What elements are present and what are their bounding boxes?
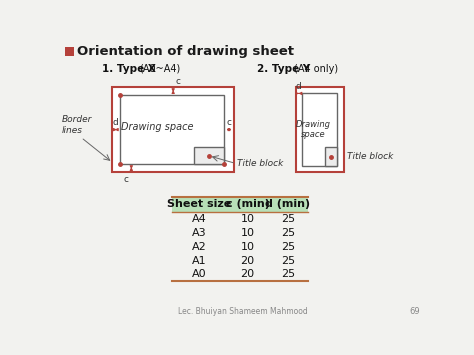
Text: d: d bbox=[113, 118, 118, 126]
Text: 25: 25 bbox=[281, 256, 295, 266]
Text: (A0~A4): (A0~A4) bbox=[139, 64, 180, 74]
Text: 10: 10 bbox=[241, 214, 255, 224]
Text: 10: 10 bbox=[241, 228, 255, 238]
Text: Title block: Title block bbox=[237, 159, 283, 168]
Text: 20: 20 bbox=[240, 269, 255, 279]
Text: 69: 69 bbox=[409, 307, 419, 316]
Text: 1. Type X: 1. Type X bbox=[102, 64, 156, 74]
Text: 10: 10 bbox=[241, 242, 255, 252]
Text: d: d bbox=[296, 82, 301, 91]
Bar bbox=[302, 93, 337, 166]
Text: Lec. Bhuiyan Shameem Mahmood: Lec. Bhuiyan Shameem Mahmood bbox=[178, 307, 308, 316]
Bar bbox=[112, 87, 235, 172]
Text: Orientation of drawing sheet: Orientation of drawing sheet bbox=[77, 45, 294, 58]
Text: A4: A4 bbox=[192, 214, 207, 224]
Text: d (min): d (min) bbox=[265, 199, 310, 209]
Bar bbox=[296, 87, 344, 172]
Text: 25: 25 bbox=[281, 242, 295, 252]
Text: 20: 20 bbox=[240, 256, 255, 266]
Text: A0: A0 bbox=[192, 269, 207, 279]
Bar bbox=[172, 197, 308, 212]
Text: (A4 only): (A4 only) bbox=[294, 64, 338, 74]
Text: Title block: Title block bbox=[347, 152, 393, 161]
Text: 25: 25 bbox=[281, 214, 295, 224]
Text: Sheet size: Sheet size bbox=[167, 199, 232, 209]
Text: A3: A3 bbox=[192, 228, 207, 238]
Text: A1: A1 bbox=[192, 256, 207, 266]
Text: A2: A2 bbox=[192, 242, 207, 252]
Text: Border
lines: Border lines bbox=[62, 115, 92, 135]
Text: c: c bbox=[124, 175, 129, 184]
Bar bbox=[325, 147, 337, 166]
Text: Drawing space: Drawing space bbox=[121, 121, 193, 132]
Bar bbox=[65, 47, 74, 56]
Text: 25: 25 bbox=[281, 269, 295, 279]
Text: c: c bbox=[175, 77, 181, 86]
Text: 25: 25 bbox=[281, 228, 295, 238]
Text: Drawing
space: Drawing space bbox=[296, 120, 331, 139]
Bar bbox=[194, 147, 224, 164]
Bar bbox=[120, 95, 224, 164]
Text: 2. Type Y: 2. Type Y bbox=[257, 64, 310, 74]
Text: c (min): c (min) bbox=[226, 199, 270, 209]
Text: c: c bbox=[227, 118, 231, 126]
